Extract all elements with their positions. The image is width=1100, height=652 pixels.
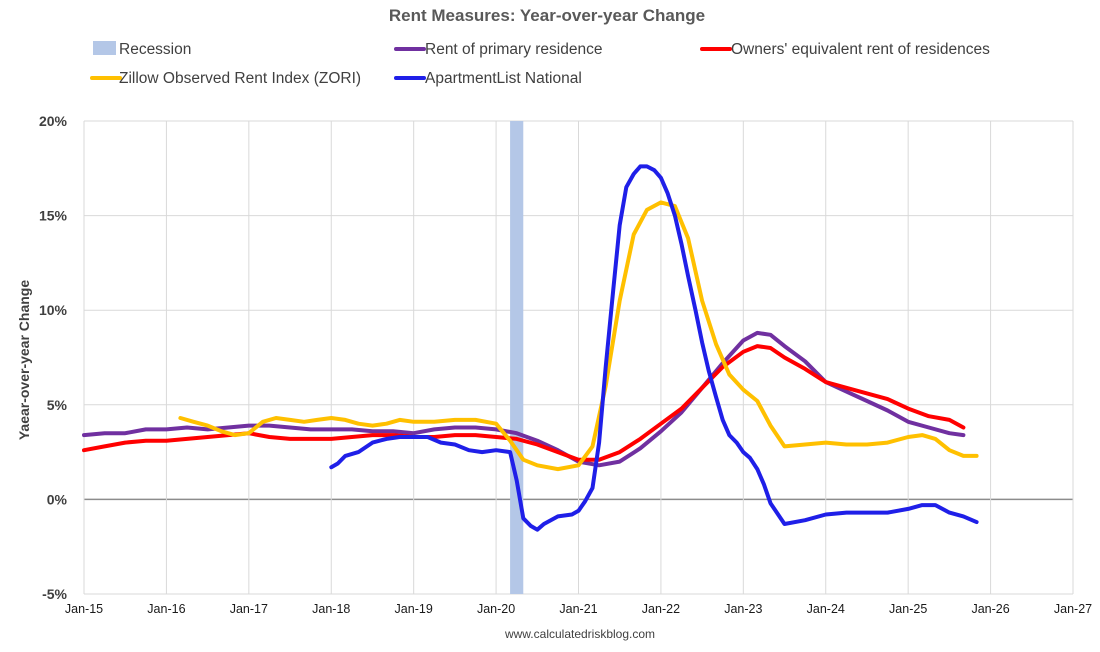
y-tick-label: 10% [39, 302, 68, 318]
legend-label-rent-primary: Rent of primary residence [425, 41, 602, 58]
y-tick-label: 0% [47, 491, 68, 507]
recession-band [510, 121, 524, 594]
x-tick-label: Jan-25 [889, 602, 927, 616]
series-line-3 [329, 164, 979, 532]
series-line-2 [178, 200, 979, 472]
x-tick-label: Jan-22 [642, 602, 680, 616]
x-tick-label: Jan-17 [230, 602, 268, 616]
x-tick-label: Jan-26 [971, 602, 1009, 616]
chart-title: Rent Measures: Year-over-year Change [389, 6, 705, 25]
legend-label-zori: Zillow Observed Rent Index (ZORI) [119, 70, 361, 87]
plot-area: 20% 15% 10% 5% 0% -5%Jan-15 Jan-16 Jan-17 Jan-18… [39, 113, 1092, 616]
legend-label-recession: Recession [119, 41, 191, 58]
y-tick-label: 5% [47, 397, 68, 413]
x-tick-label: Jan-24 [807, 602, 845, 616]
y-tick-label: 20% [39, 113, 68, 129]
legend-swatch-recession [93, 41, 116, 55]
x-tick-label: Jan-27 [1054, 602, 1092, 616]
legend-item-rent-primary: Rent of primary residence [394, 41, 602, 58]
x-tick-label: Jan-15 [65, 602, 103, 616]
source-credit: www.calculatedriskblog.com [504, 627, 655, 641]
legend-item-zori: Zillow Observed Rent Index (ZORI) [90, 70, 361, 87]
x-tick-label: Jan-20 [477, 602, 515, 616]
legend-item-recession: Recession [93, 41, 191, 58]
y-tick-label: -5% [42, 586, 67, 602]
y-tick-label: 15% [39, 208, 68, 224]
series-line-0 [82, 330, 966, 468]
x-tick-label: Jan-19 [395, 602, 433, 616]
legend-label-oer: Owners' equivalent rent of residences [731, 41, 990, 58]
legend: Recession Rent of primary residence Owne… [90, 41, 990, 87]
legend-item-oer: Owners' equivalent rent of residences [700, 41, 990, 58]
x-tick-label: Jan-21 [559, 602, 597, 616]
legend-label-apartmentlist: ApartmentList National [425, 70, 582, 87]
x-tick-label: Jan-16 [147, 602, 185, 616]
x-tick-label: Jan-18 [312, 602, 350, 616]
legend-item-apartmentlist: ApartmentList National [394, 70, 582, 87]
y-axis-label: Yaear-over-year Change [16, 280, 32, 441]
x-tick-label: Jan-23 [724, 602, 762, 616]
